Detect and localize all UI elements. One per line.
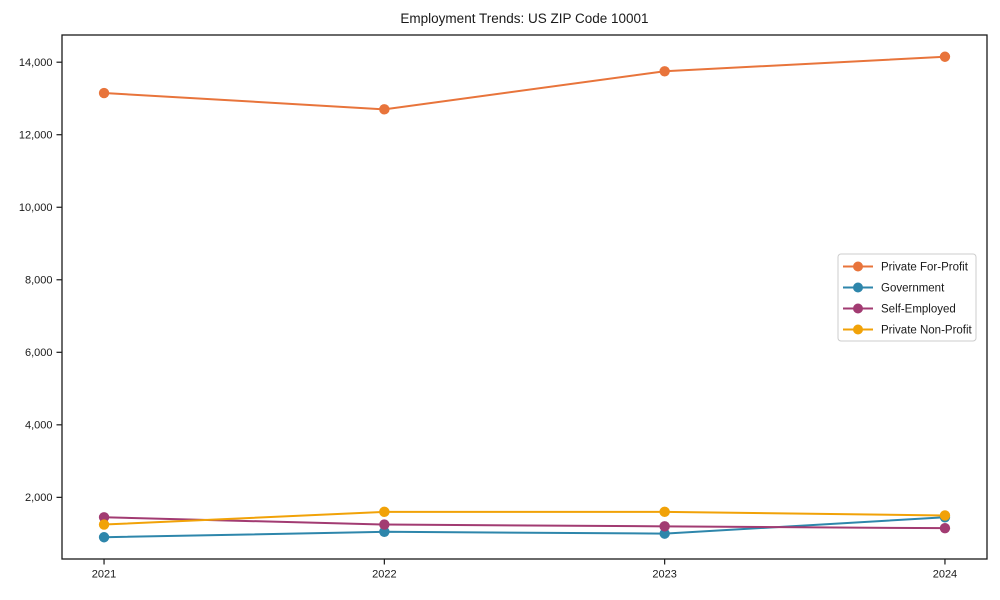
data-point-government-2022 [379,526,390,538]
series-line [103,510,946,526]
y-tick-label: 2,000 [25,492,53,504]
legend-marker-dot [853,324,863,335]
series-line [103,516,946,530]
data-point-private-for-profit-2021 [98,87,110,99]
legend-marker-dot [853,282,863,293]
data-point-private-for-profit-2024 [939,51,951,62]
legend-marker-dot [853,261,863,272]
legend-item-private-for-profit: Private For-Profit [843,261,969,274]
x-tick-label: 2021 [92,569,116,581]
chart-title: Employment Trends: US ZIP Code 10001 [400,11,649,26]
y-tick-label: 10,000 [19,202,53,214]
x-tick-label: 2023 [652,569,676,581]
series-private-non-profit [98,506,951,530]
y-tick-label: 12,000 [19,130,53,142]
data-point-self-employed-2023 [659,521,670,532]
legend-box [837,253,977,342]
data-point-private-non-profit-2022 [379,506,390,518]
legend-marker-dot [853,303,863,314]
data-point-self-employed-2021 [98,512,110,523]
legend-item-self-employed: Self-Employed [843,303,956,316]
plot-border [61,34,988,560]
legend-label: Self-Employed [881,304,956,316]
y-tick-label: 4,000 [25,420,53,432]
legend: Private For-Profit Government Self-Employe… [837,253,977,342]
x-tick-label: 2024 [933,569,957,581]
data-point-self-employed-2024 [939,522,951,534]
x-tick-label: 2022 [372,569,396,581]
data-point-private-non-profit-2021 [98,519,110,530]
series-line [103,55,946,111]
data-point-private-non-profit-2023 [659,506,670,518]
data-point-government-2023 [659,528,670,539]
legend-item-private-non-profit: Private Non-Profit [843,324,973,337]
data-point-government-2021 [98,532,110,543]
legend-item-government: Government [843,282,945,295]
legend-label: Private For-Profit [881,262,969,274]
legend-label: Private Non-Profit [881,325,973,337]
series-line [103,516,946,539]
data-point-private-for-profit-2023 [659,66,670,77]
y-tick-label: 6,000 [25,347,53,359]
legend-label: Government [881,283,945,295]
y-tick-label: 14,000 [19,57,53,69]
y-axis: 2,000 4,000 6,000 8,000 10,000 12,000 14,000 [19,57,62,504]
data-point-private-non-profit-2024 [939,510,951,521]
series-self-employed [98,512,951,534]
data-point-private-for-profit-2022 [379,104,390,115]
y-tick-label: 8,000 [25,275,53,287]
data-point-self-employed-2022 [379,519,390,530]
x-axis: 2021 2022 2023 2024 [92,559,957,581]
series-private-for-profit [98,51,951,115]
